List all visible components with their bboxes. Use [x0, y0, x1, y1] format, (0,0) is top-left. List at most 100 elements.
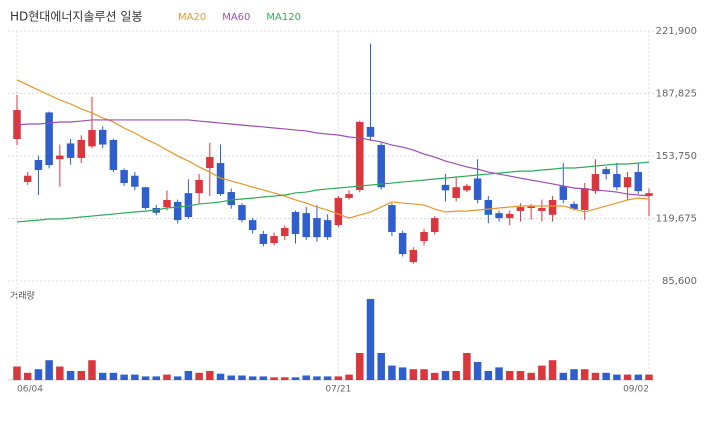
volume-bar: [484, 371, 493, 380]
candle-body: [527, 205, 535, 208]
volume-bar: [163, 374, 171, 380]
candle-body: [131, 175, 139, 187]
volume-bar: [334, 376, 343, 380]
candle-body: [538, 207, 546, 211]
volume-bar: [66, 371, 75, 380]
volume-bar: [152, 376, 161, 380]
candle-body: [345, 194, 353, 198]
candle-body: [463, 185, 471, 191]
candle-body: [313, 218, 321, 238]
candle-body: [484, 199, 493, 215]
candle-body: [163, 199, 171, 208]
candle-body: [473, 178, 482, 200]
candle-body: [505, 213, 514, 219]
chart-title: HD현대에너지솔루션 일봉: [10, 10, 142, 24]
candle-body: [420, 232, 428, 242]
volume-bar: [345, 374, 353, 380]
volume-bar: [473, 362, 482, 380]
legend-entry: MA120: [266, 12, 301, 23]
volume-bar: [45, 360, 53, 380]
volume-bar: [238, 375, 246, 380]
volume-bar: [302, 375, 310, 380]
volume-bar: [56, 366, 64, 380]
volume-bar: [441, 371, 450, 380]
candle-body: [120, 170, 128, 184]
x-tick-label: 09/02: [623, 385, 649, 395]
volume-bar: [548, 360, 557, 380]
candle-body: [441, 184, 450, 191]
y-tick-label: 153,750: [656, 151, 697, 162]
volume-bar: [463, 353, 471, 380]
volume-bar: [591, 372, 600, 380]
candle-body: [356, 121, 364, 191]
volume-bar: [216, 373, 225, 380]
volume-bar: [88, 360, 96, 380]
ma-line: [16, 161, 650, 223]
candle-body: [45, 112, 53, 166]
candle-body: [88, 130, 96, 147]
candle-body: [559, 186, 568, 200]
volume-bar: [281, 377, 289, 380]
candle-body: [398, 232, 407, 255]
candle-body: [259, 234, 268, 244]
candle-body: [173, 201, 182, 221]
y-tick-label: 221,900: [656, 26, 697, 37]
volume-bar: [248, 376, 257, 380]
candle-body: [77, 139, 86, 158]
candle-body: [548, 199, 557, 215]
y-tick-label: 187,825: [656, 89, 697, 100]
volume-bar: [409, 369, 418, 380]
volume-bar: [538, 365, 546, 380]
volume-bar: [356, 353, 364, 380]
volume-bar: [602, 372, 610, 380]
candle-body: [334, 197, 343, 226]
volume-bar: [184, 371, 193, 380]
volume-bar: [398, 367, 407, 380]
volume-bar: [270, 377, 278, 380]
candle-body: [270, 236, 278, 244]
candle-body: [431, 218, 439, 233]
candle-body: [591, 174, 600, 192]
candle-body: [623, 177, 632, 188]
candle-body: [248, 220, 257, 231]
candle-body: [98, 129, 107, 145]
ma-line: [16, 79, 650, 219]
volume-bar: [613, 374, 621, 380]
volume-bar: [313, 376, 321, 380]
candle-body: [23, 175, 32, 182]
volume-bar: [98, 372, 107, 380]
candle-body: [141, 187, 150, 208]
volume-bar: [227, 375, 235, 380]
candle-body: [495, 213, 503, 219]
candle-body: [634, 172, 643, 192]
candle-body: [34, 159, 43, 171]
candle-body: [56, 155, 64, 160]
volume-bar: [206, 371, 214, 380]
volume-bar: [131, 374, 139, 380]
volume-label: 거래량: [10, 290, 35, 302]
volume-bar: [516, 371, 525, 380]
candle-body: [66, 143, 75, 158]
volume-bar: [388, 365, 396, 380]
y-tick-label: 85,600: [662, 276, 697, 287]
candle-body: [109, 139, 118, 171]
candle-body: [645, 193, 653, 196]
volume-bar: [623, 374, 632, 380]
candle-body: [184, 193, 193, 217]
candle-body: [452, 187, 460, 198]
volume-bar: [323, 376, 332, 380]
volume-bar: [527, 372, 535, 380]
volume-bar: [420, 369, 428, 380]
candle-body: [570, 203, 578, 210]
volume-bar: [634, 374, 643, 380]
volume-bar: [13, 366, 21, 380]
ma-line: [16, 119, 650, 197]
volume-bar: [195, 372, 203, 380]
volume-bar: [559, 372, 568, 380]
candle-body: [602, 169, 610, 175]
candle-body: [516, 207, 525, 211]
candle-body: [281, 227, 289, 237]
candle-body: [388, 205, 396, 233]
candle-body: [238, 205, 246, 221]
volume-bar: [505, 371, 514, 380]
